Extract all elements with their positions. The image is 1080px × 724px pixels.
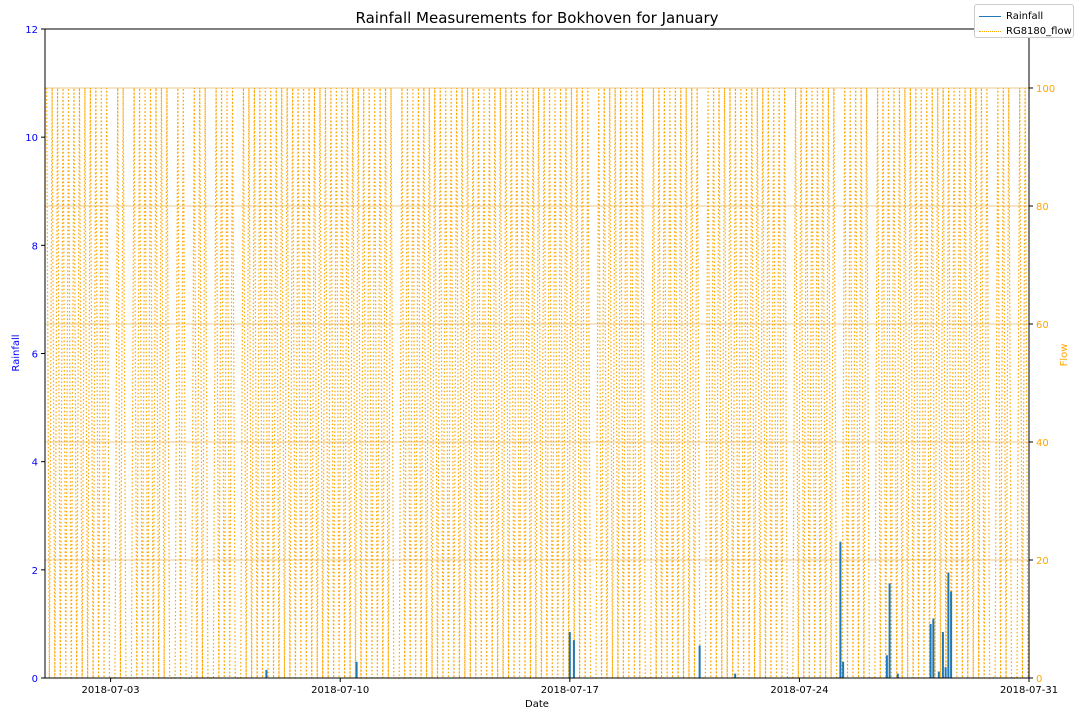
flow-line — [46, 87, 1029, 679]
y2-axis-ticks: 0 20 40 60 80 100 — [1029, 84, 1055, 685]
rainfall-bar-16 — [947, 572, 950, 678]
y2-axis-label: Flow — [1059, 344, 1070, 367]
rainfall-bar-9 — [888, 583, 891, 678]
x-tick-label-2: 2018-07-17 — [541, 685, 599, 696]
rainfall-bar-6 — [839, 541, 842, 678]
y2-tick-label-0: 0 — [1036, 674, 1042, 685]
x-tick-label-0: 2018-07-03 — [82, 685, 140, 696]
y2-tick-label-1: 20 — [1036, 556, 1049, 567]
rainfall-bar-17 — [950, 591, 953, 678]
y2-tick-label-3: 60 — [1036, 320, 1049, 331]
rainfall-bar-3 — [572, 640, 575, 678]
rainfall-bar-8 — [885, 655, 888, 678]
y-tick-label-4: 8 — [32, 241, 38, 252]
legend-label-rainfall: Rainfall — [1006, 10, 1044, 22]
x-axis-ticks: 2018-07-03 2018-07-10 2018-07-17 2018-07-24… — [82, 678, 1058, 696]
y2-tick-label-5: 100 — [1036, 84, 1055, 95]
legend: Rainfall RG8180_flow — [974, 4, 1074, 38]
y-tick-label-2: 4 — [32, 458, 38, 469]
x-tick-label-1: 2018-07-10 — [311, 685, 369, 696]
rainfall-series — [265, 541, 953, 678]
x-tick-label-4: 2018-07-31 — [1000, 685, 1058, 696]
legend-swatch-rainfall — [979, 15, 1001, 17]
legend-label-flow: RG8180_flow — [1006, 25, 1072, 37]
rainfall-bar-10 — [896, 673, 899, 678]
rainfall-bar-7 — [842, 661, 845, 678]
rainfall-bar-15 — [944, 667, 947, 678]
x-axis-label: Date — [525, 699, 549, 710]
flow-series — [46, 87, 1029, 679]
rainfall-bar-12 — [932, 618, 935, 678]
legend-swatch-flow — [979, 30, 1001, 32]
y-axis-label: Rainfall — [11, 334, 22, 371]
y-tick-label-6: 12 — [25, 25, 38, 36]
y2-tick-label-4: 80 — [1036, 202, 1049, 213]
y-tick-label-0: 0 — [32, 674, 38, 685]
rainfall-bar-1 — [355, 661, 358, 678]
legend-item-rainfall: Rainfall — [979, 9, 1043, 23]
x-tick-label-3: 2018-07-24 — [770, 685, 828, 696]
rainfall-bar-13 — [937, 671, 940, 678]
y-axis-ticks: 0 2 4 6 8 10 12 — [25, 25, 45, 685]
legend-item-flow: RG8180_flow — [979, 24, 1072, 38]
y-tick-label-1: 2 — [32, 566, 38, 577]
rainfall-bar-5 — [734, 673, 737, 678]
y-tick-label-5: 10 — [25, 133, 38, 144]
rainfall-bar-14 — [941, 632, 944, 678]
rainfall-bar-0 — [265, 669, 268, 678]
y-tick-label-3: 6 — [32, 350, 38, 361]
rainfall-bar-2 — [568, 632, 571, 678]
y2-tick-label-2: 40 — [1036, 438, 1049, 449]
rainfall-bar-11 — [929, 623, 932, 678]
chart-title: Rainfall Measurements for Bokhoven for J… — [356, 9, 719, 27]
rainfall-bar-4 — [698, 645, 701, 678]
